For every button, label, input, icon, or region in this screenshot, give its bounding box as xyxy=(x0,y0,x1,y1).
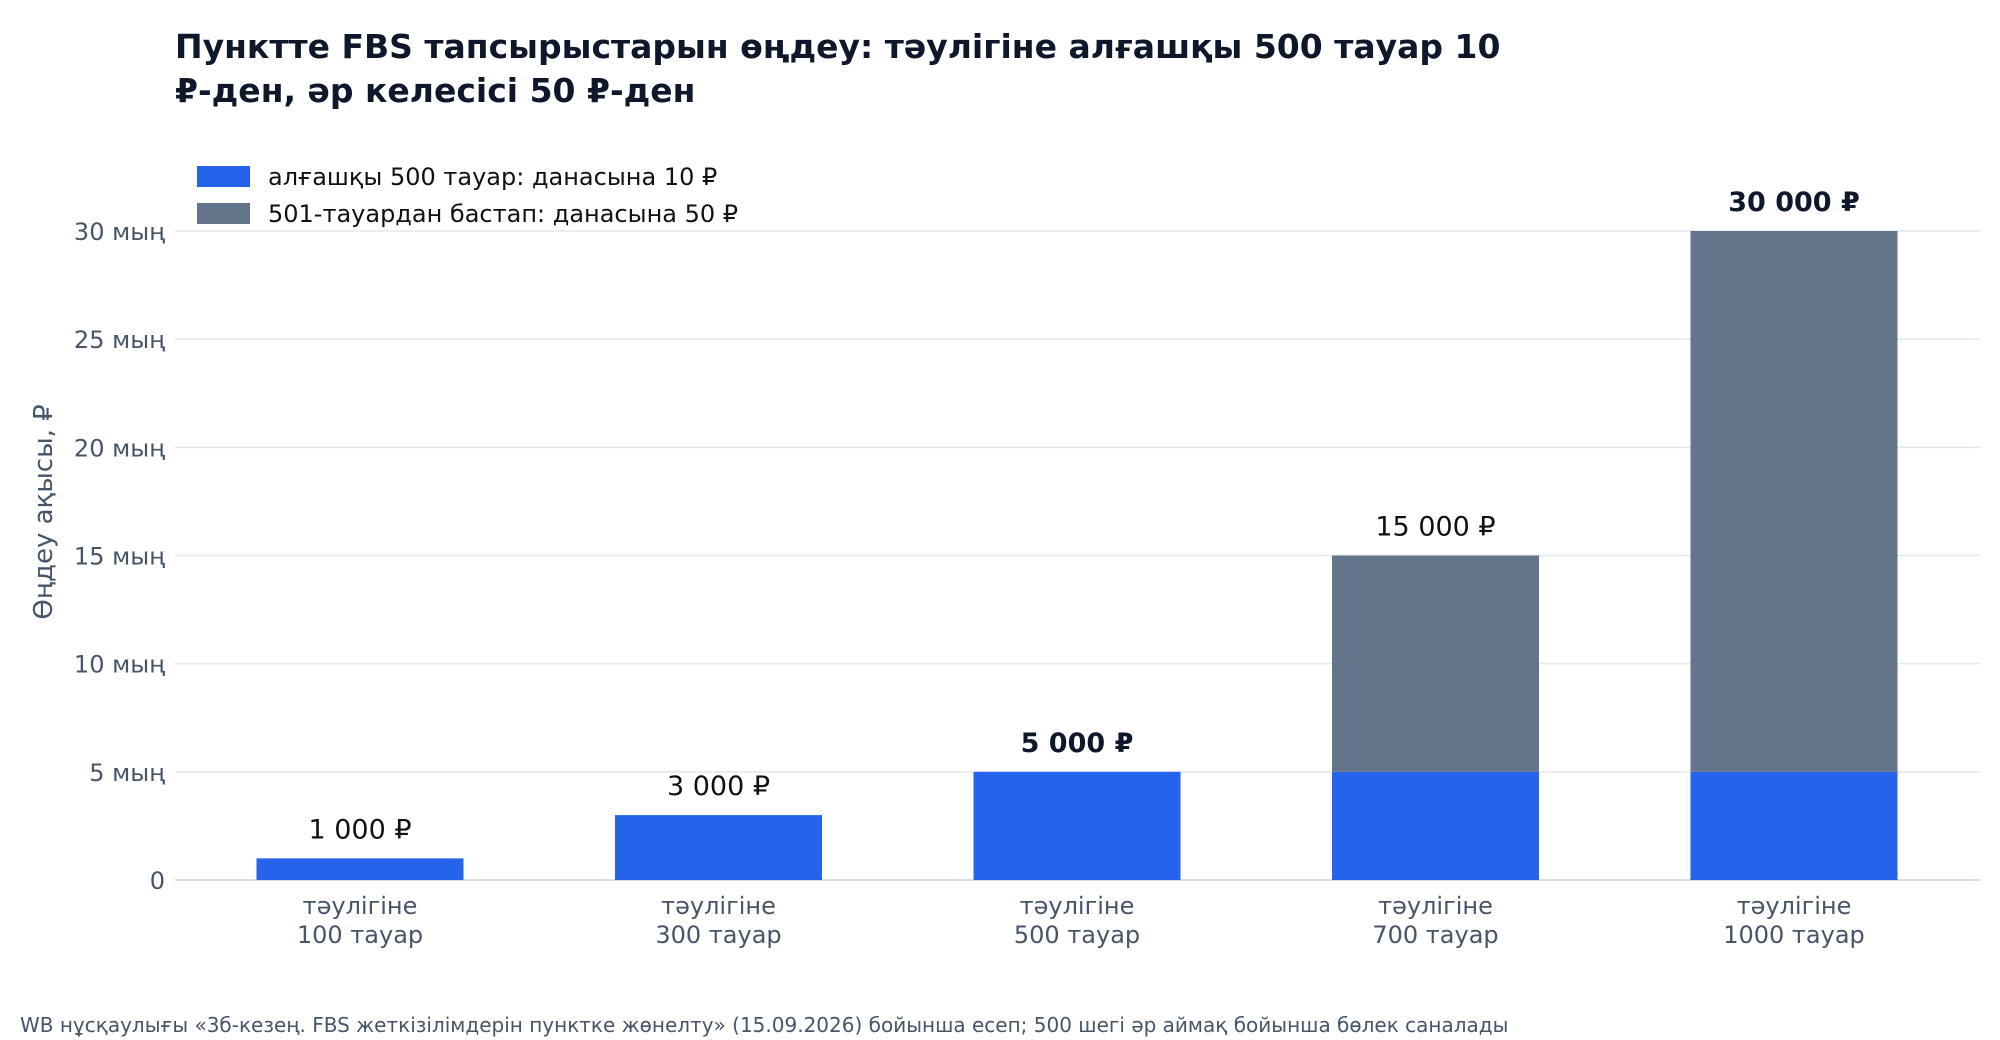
bar-segment-first-500 xyxy=(973,771,1181,880)
legend-swatch-from-501 xyxy=(197,203,250,224)
bar-total-label: 15 000 ₽ xyxy=(1375,512,1495,543)
bar-segment-from-501 xyxy=(1690,231,1898,772)
x-tick-label: 700 тауар xyxy=(1372,921,1498,949)
bar-total-labels: 1 000 ₽ 3 000 ₽ 5 000 ₽ 15 000 ₽ 30 000 ₽ xyxy=(308,187,1859,845)
x-tick-label: тәулігіне xyxy=(661,892,776,920)
y-tick-label: 20 мың xyxy=(74,434,165,462)
bar-segment-first-500 xyxy=(1690,771,1898,880)
legend: алғашқы 500 тауар: данасына 10 ₽ 501-тау… xyxy=(197,163,738,228)
bar-segment-from-501 xyxy=(1332,555,1539,772)
y-tick-label: 5 мың xyxy=(89,759,165,787)
x-tick-label: 100 тауар xyxy=(297,921,423,949)
y-tick-label: 10 мың xyxy=(74,651,165,679)
x-tick-label: тәулігіне xyxy=(1020,892,1135,920)
x-tick-label: тәулігіне xyxy=(1378,892,1493,920)
chart-title-line-1: Пунктте FBS тапсырыстарын өңдеу: тәулігі… xyxy=(175,27,1500,66)
bar-total-label: 1 000 ₽ xyxy=(308,814,411,845)
bar-segment-first-500 xyxy=(256,858,464,880)
y-tick-label: 25 мың xyxy=(74,326,165,354)
bars xyxy=(256,231,1898,880)
bar-total-label: 5 000 ₽ xyxy=(1021,728,1134,759)
bar-segment-first-500 xyxy=(615,815,822,880)
legend-label-first-500: алғашқы 500 тауар: данасына 10 ₽ xyxy=(268,163,717,191)
x-tick-label: 300 тауар xyxy=(655,921,781,949)
x-tick-label: тәулігіне xyxy=(1737,892,1852,920)
source-note: WB нұсқаулығы «3б-кезең. FBS жеткізілімд… xyxy=(20,1013,1508,1037)
x-tick-label: тәулігіне xyxy=(303,892,418,920)
x-tick-label: 500 тауар xyxy=(1014,921,1140,949)
y-tick-label: 0 xyxy=(150,867,165,895)
bar-total-label: 3 000 ₽ xyxy=(667,771,770,802)
y-tick-label: 30 мың xyxy=(74,218,165,246)
y-axis-label: Өңдеу ақысы, ₽ xyxy=(29,404,59,619)
gridlines xyxy=(175,230,1980,773)
y-tick-label: 15 мың xyxy=(74,543,165,571)
y-axis-ticks: 0 5 мың 10 мың 15 мың 20 мың 25 мың 30 мың xyxy=(74,218,165,895)
x-tick-label: 1000 тауар xyxy=(1723,921,1865,949)
legend-label-from-501: 501-тауардан бастап: данасына 50 ₽ xyxy=(268,200,738,228)
chart-title-line-2: ₽-ден, әр келесісі 50 ₽-ден xyxy=(175,71,695,110)
bar-segment-first-500 xyxy=(1332,771,1539,880)
legend-swatch-first-500 xyxy=(197,166,250,187)
bar-total-label: 30 000 ₽ xyxy=(1728,187,1860,218)
